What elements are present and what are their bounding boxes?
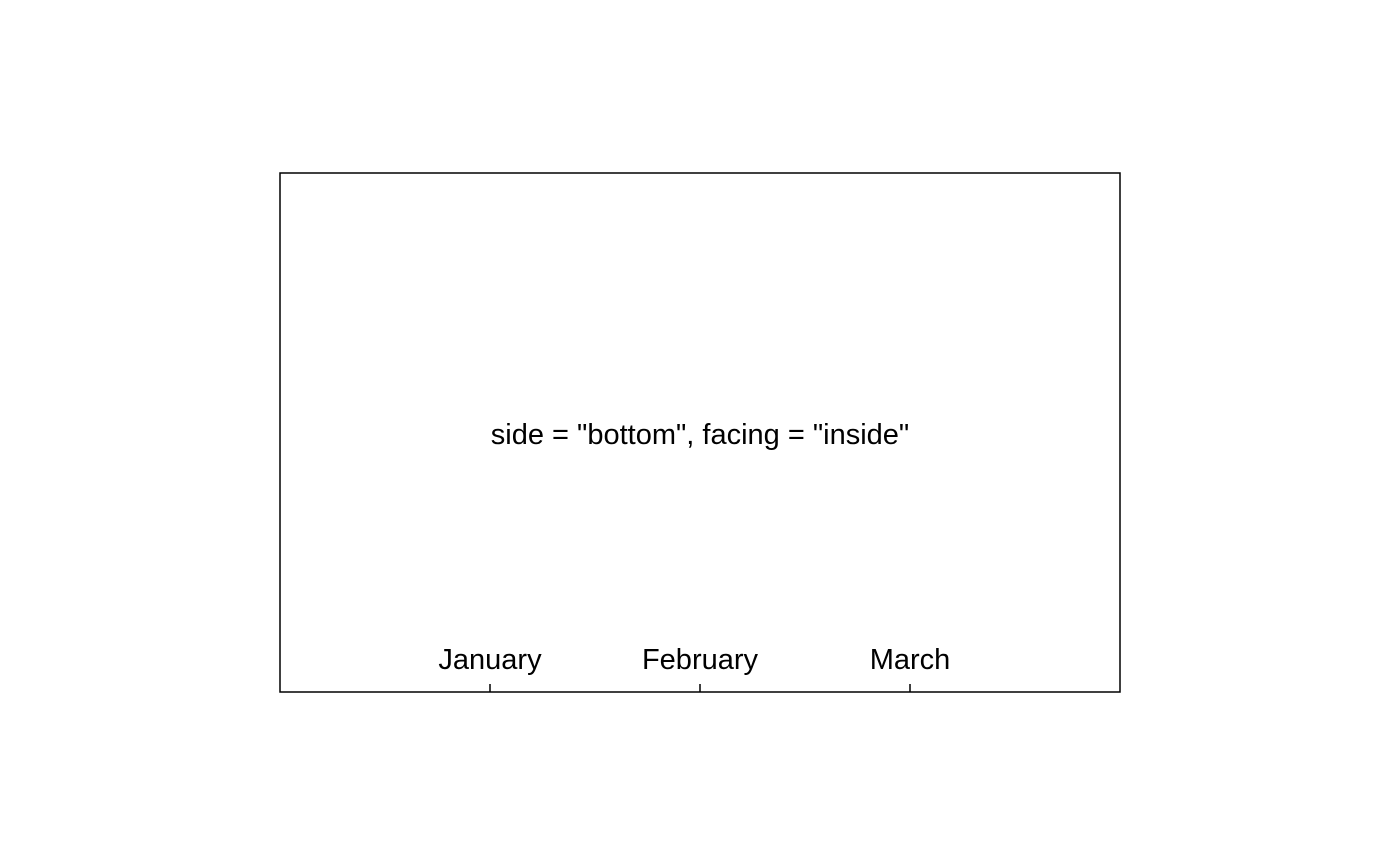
x-tick-label: February — [642, 644, 759, 676]
x-tick-label: January — [438, 644, 542, 676]
center-annotation: side = "bottom", facing = "inside" — [491, 419, 909, 451]
bottom-axis: January February March — [438, 644, 950, 692]
x-tick-label: March — [870, 644, 951, 676]
